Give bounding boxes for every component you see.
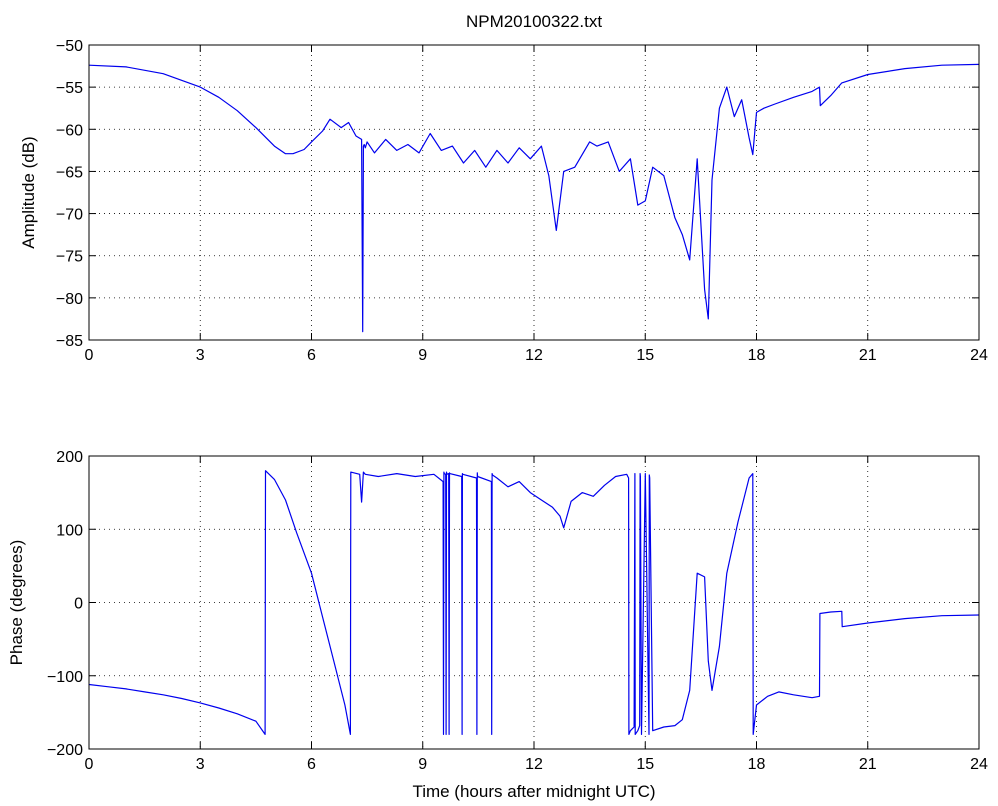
phase-y-tick-label: −100 bbox=[47, 669, 83, 686]
phase-y-tick-label: 100 bbox=[56, 522, 83, 539]
phase-x-tick-label: 6 bbox=[307, 756, 316, 773]
amplitude-x-tick-label: 12 bbox=[525, 347, 543, 364]
phase-y-tick-label: 0 bbox=[74, 596, 83, 613]
phase-trace-layer bbox=[88, 470, 980, 735]
phase-x-tick-label: 21 bbox=[859, 756, 877, 773]
phase-grid bbox=[89, 456, 979, 749]
phase-panel: 0 3 6 9 12 15 18 21 24 −200 −100 0 100 200 Phase (deg… bbox=[7, 449, 988, 801]
amplitude-x-tick-label: 15 bbox=[636, 347, 654, 364]
phase-y-axis-title: Phase (degrees) bbox=[7, 540, 26, 666]
phase-x-tick-label: 0 bbox=[85, 756, 94, 773]
phase-y-tick-label: 200 bbox=[56, 449, 83, 466]
amplitude-x-tick-label: 21 bbox=[859, 347, 877, 364]
phase-x-tick-label: 24 bbox=[970, 756, 988, 773]
phase-series-line bbox=[88, 470, 980, 735]
phase-x-tick-label: 9 bbox=[418, 756, 427, 773]
amplitude-y-tick-label: −55 bbox=[56, 80, 83, 97]
phase-x-tick-label: 12 bbox=[525, 756, 543, 773]
phase-x-tick-label: 3 bbox=[196, 756, 205, 773]
amplitude-panel: 0 3 6 9 12 15 18 21 24 −85 −80 −75 −70 −65 −60 −55 −50 N… bbox=[19, 12, 988, 364]
amplitude-trace-layer bbox=[88, 63, 980, 333]
amplitude-x-tick-label: 3 bbox=[196, 347, 205, 364]
amplitude-y-tick-label: −75 bbox=[56, 249, 83, 266]
phase-x-tick-label: 18 bbox=[748, 756, 766, 773]
amplitude-grid bbox=[89, 45, 979, 340]
amplitude-x-tick-label: 24 bbox=[970, 347, 988, 364]
amplitude-y-tick-label: −85 bbox=[56, 333, 83, 350]
amplitude-y-tick-label: −50 bbox=[56, 38, 83, 55]
amplitude-x-tick-label: 18 bbox=[748, 347, 766, 364]
amplitude-x-tick-label: 9 bbox=[418, 347, 427, 364]
phase-y-tick-label: −200 bbox=[47, 742, 83, 759]
amplitude-y-tick-label: −60 bbox=[56, 122, 83, 139]
amplitude-y-tick-label: −80 bbox=[56, 291, 83, 308]
phase-ticks: 0 3 6 9 12 15 18 21 24 −200 −100 0 100 200 bbox=[47, 449, 988, 773]
amplitude-x-tick-label: 0 bbox=[85, 347, 94, 364]
amplitude-y-tick-label: −65 bbox=[56, 164, 83, 181]
amplitude-x-tick-label: 6 bbox=[307, 347, 316, 364]
amplitude-ticks: 0 3 6 9 12 15 18 21 24 −85 −80 −75 −70 −65 −60 −55 −50 bbox=[56, 38, 988, 364]
amplitude-y-tick-label: −70 bbox=[56, 207, 83, 224]
amplitude-y-axis-title: Amplitude (dB) bbox=[19, 136, 38, 248]
phase-x-tick-label: 15 bbox=[636, 756, 654, 773]
amplitude-series-line bbox=[88, 63, 980, 333]
chart-title: NPM20100322.txt bbox=[466, 12, 602, 31]
time-x-axis-title: Time (hours after midnight UTC) bbox=[412, 782, 655, 801]
